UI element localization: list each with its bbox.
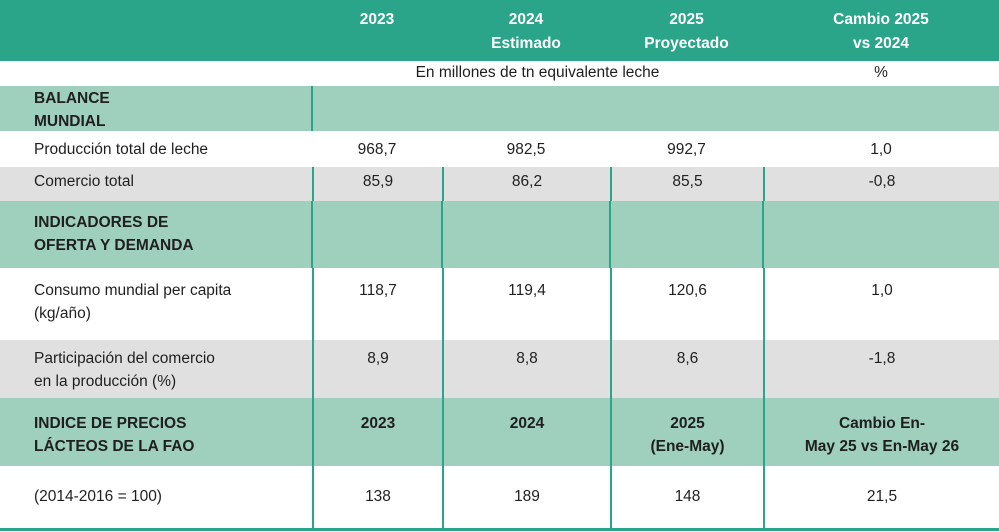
row-label: Participación del comercio en la producc… bbox=[0, 340, 312, 398]
row-label: Producción total de leche bbox=[34, 141, 209, 158]
cell-change: -0,8 bbox=[763, 167, 999, 201]
section-indice-line1: INDICE DE PRECIOS bbox=[34, 415, 187, 432]
row-label-line2: (kg/año) bbox=[34, 305, 91, 322]
table-row: Producción total de leche 968,7 982,5 99… bbox=[0, 131, 999, 167]
cell-2024: 8,8 bbox=[442, 340, 610, 398]
section-balance-title: BALANCE MUNDIAL bbox=[0, 86, 312, 131]
header-change-line1: Cambio 2025 bbox=[833, 11, 929, 28]
table-row: Consumo mundial per capita (kg/año) 118,… bbox=[0, 268, 999, 340]
cell-2024: 86,2 bbox=[442, 167, 610, 201]
section-balance-line2: MUNDIAL bbox=[34, 113, 106, 130]
header-2025: 2025 Proyectado bbox=[610, 0, 763, 61]
section-indicadores-title: INDICADORES DE OFERTA Y DEMANDA bbox=[0, 201, 312, 268]
header-change: Cambio 2025 vs 2024 bbox=[763, 0, 999, 61]
header-2023: 2023 bbox=[312, 0, 442, 61]
cell-change: 1,0 bbox=[763, 268, 999, 340]
header-2024-year: 2024 bbox=[508, 11, 544, 28]
units-row: En millones de tn equivalente leche % bbox=[0, 61, 999, 85]
cell-2023: 968,7 bbox=[357, 141, 397, 158]
section-divider bbox=[441, 201, 610, 268]
header-2023-label: 2023 bbox=[359, 11, 395, 28]
cell-2023: 138 bbox=[312, 466, 442, 528]
row-label: (2014-2016 = 100) bbox=[34, 488, 162, 505]
indice-header-2025-period: (Ene-May) bbox=[650, 438, 725, 455]
table-bottom-rule bbox=[0, 528, 999, 531]
cell-2024: 189 bbox=[442, 466, 610, 528]
cell-2023: 85,9 bbox=[312, 167, 442, 201]
cell-2023: 8,9 bbox=[312, 340, 442, 398]
section-divider bbox=[609, 201, 763, 268]
cell-2025: 120,6 bbox=[610, 268, 763, 340]
section-balance: BALANCE MUNDIAL bbox=[0, 86, 999, 131]
header-2025-year: 2025 bbox=[669, 11, 704, 28]
indice-header-2024: 2024 bbox=[442, 398, 610, 466]
row-label-line1: Participación del comercio bbox=[34, 350, 215, 367]
header-empty-cell bbox=[0, 0, 312, 61]
header-2024-note: Estimado bbox=[491, 35, 561, 52]
section-indicadores-line1: INDICADORES DE bbox=[34, 214, 169, 231]
section-divider bbox=[762, 201, 999, 268]
section-balance-line1: BALANCE bbox=[34, 90, 110, 107]
cell-2024: 119,4 bbox=[442, 268, 610, 340]
section-divider bbox=[311, 201, 442, 268]
indice-header-change-line2: May 25 vs En-May 26 bbox=[804, 438, 960, 455]
section-indice: INDICE DE PRECIOS LÁCTEOS DE LA FAO 2023… bbox=[0, 398, 999, 466]
indice-header-change: Cambio En- May 25 vs En-May 26 bbox=[763, 398, 999, 466]
cell-2023: 118,7 bbox=[312, 268, 442, 340]
cell-2025: 8,6 bbox=[610, 340, 763, 398]
row-label: Comercio total bbox=[34, 173, 134, 190]
cell-2024: 982,5 bbox=[506, 141, 546, 158]
section-indicadores: INDICADORES DE OFERTA Y DEMANDA bbox=[0, 201, 999, 268]
table-row: (2014-2016 = 100) 138 189 148 21,5 bbox=[0, 466, 999, 528]
header-2025-note: Proyectado bbox=[644, 35, 729, 52]
row-label-line1: Consumo mundial per capita bbox=[34, 282, 232, 299]
cell-change: -1,8 bbox=[763, 340, 999, 398]
section-indice-line2: LÁCTEOS DE LA FAO bbox=[34, 438, 195, 455]
cell-change: 1,0 bbox=[870, 141, 892, 158]
header-change-line2: vs 2024 bbox=[852, 35, 910, 52]
row-label-line2: en la producción (%) bbox=[34, 373, 177, 390]
indice-header-2025-year: 2025 bbox=[670, 415, 705, 432]
cell-2025: 992,7 bbox=[667, 141, 706, 158]
units-pct: % bbox=[874, 64, 888, 81]
section-indicadores-line2: OFERTA Y DEMANDA bbox=[34, 237, 194, 254]
indice-header-change-line1: Cambio En- bbox=[838, 415, 926, 432]
section-balance-divider bbox=[311, 86, 999, 131]
cell-change: 21,5 bbox=[763, 466, 999, 528]
cell-2025: 85,5 bbox=[610, 167, 763, 201]
units-main: En millones de tn equivalente leche bbox=[415, 64, 660, 81]
indice-header-2025: 2025 (Ene-May) bbox=[610, 398, 763, 466]
table-row: Participación del comercio en la producc… bbox=[0, 340, 999, 398]
row-label: Consumo mundial per capita (kg/año) bbox=[0, 268, 312, 340]
indice-header-2023: 2023 bbox=[312, 398, 442, 466]
section-indice-title: INDICE DE PRECIOS LÁCTEOS DE LA FAO bbox=[0, 398, 312, 466]
table-row: Comercio total 85,9 86,2 85,5 -0,8 bbox=[0, 167, 999, 201]
table-header: 2023 2024 Estimado 2025 Proyectado Cambi… bbox=[0, 0, 999, 61]
header-2024: 2024 Estimado bbox=[442, 0, 610, 61]
cell-2025: 148 bbox=[610, 466, 763, 528]
